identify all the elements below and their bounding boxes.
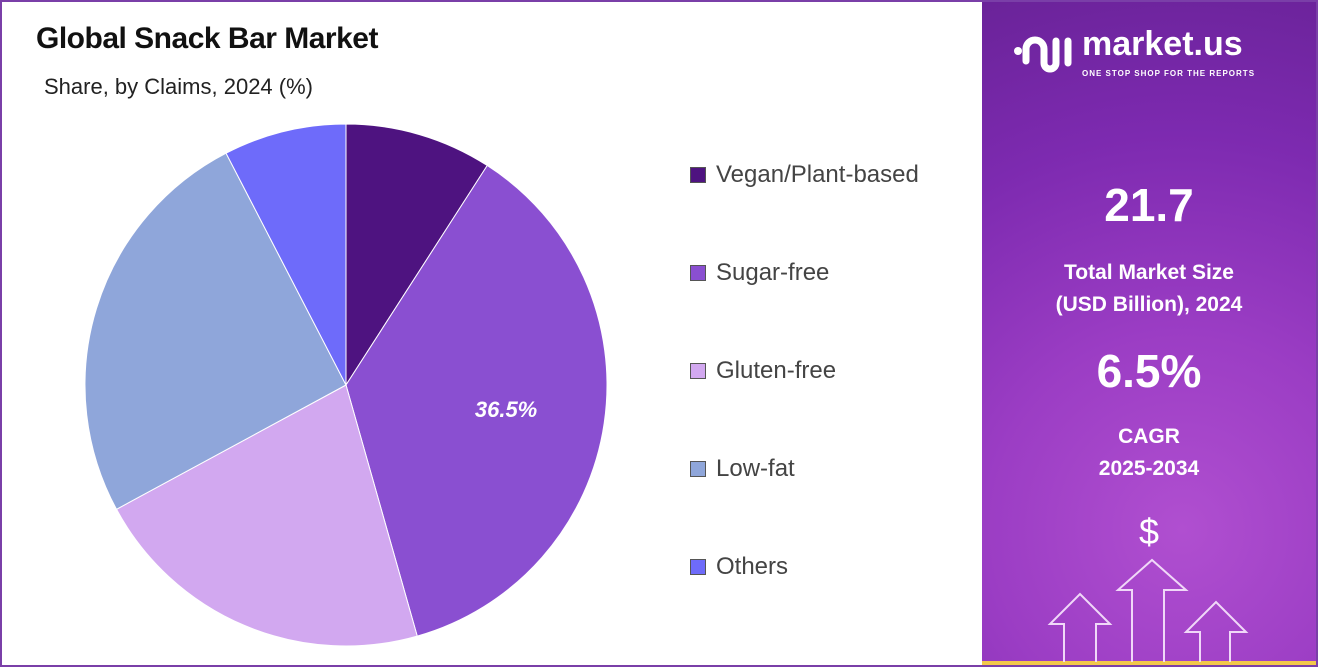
legend-swatch bbox=[690, 559, 706, 575]
summary-panel: market.us ONE STOP SHOP FOR THE REPORTS … bbox=[982, 2, 1316, 665]
pie-slice-others bbox=[225, 123, 347, 386]
legend-item: Sugar-free bbox=[690, 258, 829, 288]
growth-arrows-icon bbox=[1047, 558, 1249, 662]
cagr-period: 2025-2034 bbox=[1098, 457, 1200, 480]
dollar-icon: $ bbox=[1138, 511, 1160, 552]
logo: market.us ONE STOP SHOP FOR THE REPORTS bbox=[1012, 24, 1255, 80]
cagr-label: CAGR bbox=[1118, 425, 1180, 448]
market-size-label-2: (USD Billion), 2024 bbox=[1055, 293, 1243, 316]
legend-swatch bbox=[690, 167, 706, 183]
pie-slice-vegan-plant-based bbox=[345, 123, 488, 387]
pie-slice-low-fat bbox=[84, 152, 347, 510]
chart-title: Global Snack Bar Market bbox=[36, 22, 378, 55]
brand-name: market.us bbox=[1082, 25, 1243, 63]
legend-swatch bbox=[690, 265, 706, 281]
data-label: 36.5% bbox=[475, 397, 537, 422]
pie-slice-gluten-free bbox=[115, 384, 418, 647]
market-us-logo-icon bbox=[1014, 36, 1072, 73]
legend-label: Gluten-free bbox=[716, 357, 837, 384]
legend-swatch bbox=[690, 363, 706, 379]
pie-chart: 36.5% bbox=[84, 123, 608, 647]
legend-label: Vegan/Plant-based bbox=[716, 161, 919, 188]
brand-tagline: ONE STOP SHOP FOR THE REPORTS bbox=[1082, 69, 1256, 78]
pie-slice-sugar-free bbox=[345, 164, 608, 637]
chart-subtitle: Share, by Claims, 2024 (%) bbox=[44, 74, 313, 99]
cagr-value: 6.5% bbox=[1096, 345, 1202, 397]
legend-label: Low-fat bbox=[716, 455, 795, 482]
legend-label: Others bbox=[716, 553, 789, 580]
market-size-value: 21.7 bbox=[1104, 179, 1194, 231]
legend-item: Low-fat bbox=[690, 454, 795, 484]
legend-item: Gluten-free bbox=[690, 356, 836, 386]
legend-item: Vegan/Plant-based bbox=[690, 160, 919, 190]
legend-swatch bbox=[690, 461, 706, 477]
legend-label: Sugar-free bbox=[716, 259, 830, 286]
legend-item: Others bbox=[690, 552, 788, 582]
market-size-label-1: Total Market Size bbox=[1064, 261, 1234, 284]
